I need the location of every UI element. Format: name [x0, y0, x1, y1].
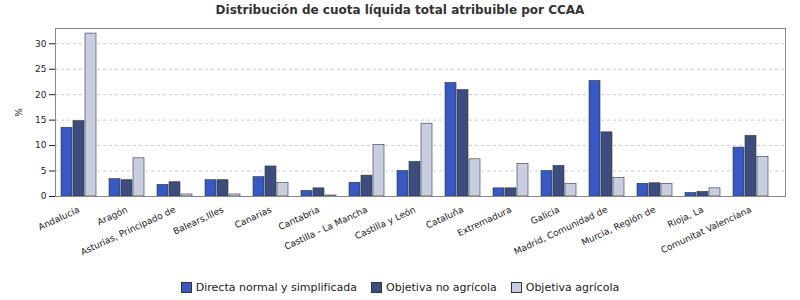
html-text:Objetiva no agrícola: Objetiva no agrícola — [386, 280, 497, 294]
html-text:Objetiva agrícola: Objetiva agrícola — [525, 280, 620, 294]
svg-text:Andalucía: Andalucía — [37, 204, 81, 232]
svg-text:10: 10 — [35, 140, 47, 150]
svg-text:Murcia, Región de: Murcia, Región de — [580, 204, 658, 247]
svg-text:Castilla y León: Castilla y León — [353, 204, 417, 241]
svg-text:25: 25 — [35, 64, 46, 74]
svg-text:0: 0 — [41, 191, 47, 201]
html-text:Directa normal y simplificada: Directa normal y simplificada — [195, 280, 358, 294]
svg-text:20: 20 — [35, 90, 47, 100]
svg-text:5: 5 — [41, 166, 47, 176]
svg-text:Cantabria: Cantabria — [277, 204, 322, 233]
svg-text:Asturias, Principado de: Asturias, Principado de — [79, 204, 177, 257]
svg-text:15: 15 — [35, 115, 46, 125]
svg-text:Canarias: Canarias — [233, 204, 273, 230]
svg-text:Comunitat Valenciana: Comunitat Valenciana — [659, 204, 753, 255]
svg-text:Rioja, La: Rioja, La — [666, 204, 705, 229]
svg-text:Balears,Illes: Balears,Illes — [172, 204, 226, 236]
svg-text:Castilla - La Mancha: Castilla - La Mancha — [283, 204, 369, 251]
svg-text:Madrid, Comunidad de: Madrid, Comunidad de — [512, 204, 610, 257]
svg-text:%: % — [14, 108, 24, 117]
svg-text:Cataluña: Cataluña — [424, 204, 466, 231]
svg-text:Aragón: Aragón — [96, 204, 129, 227]
svg-text:Galicia: Galicia — [529, 204, 561, 226]
html-text:Distribución de cuota líquida: Distribución de cuota líquida total atri… — [215, 3, 585, 17]
svg-text:30: 30 — [35, 39, 47, 49]
svg-text:Extremadura: Extremadura — [456, 204, 513, 238]
